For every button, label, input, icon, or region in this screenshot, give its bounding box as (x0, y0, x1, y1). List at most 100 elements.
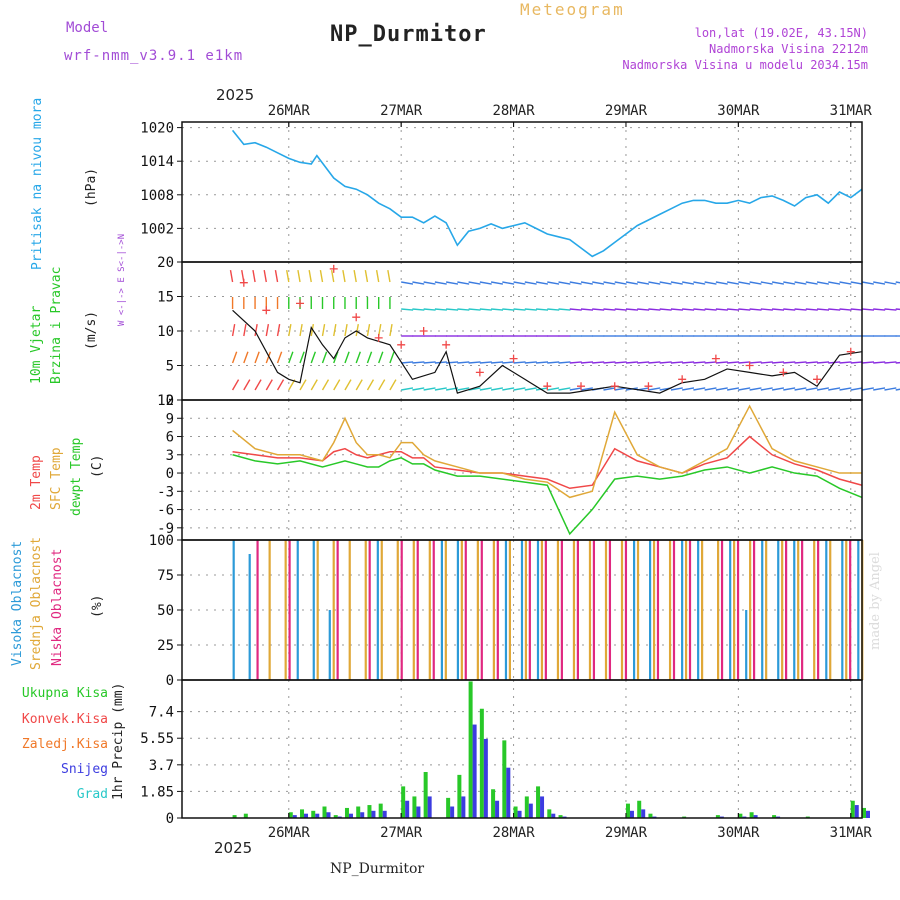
total-rain-bar (502, 740, 507, 818)
wind-arrow (364, 270, 369, 283)
wind-arrow (353, 270, 357, 283)
snow-bar (326, 812, 331, 818)
wind-arrow (263, 270, 267, 283)
snow-bar (382, 810, 387, 818)
low-cloud-bar (608, 540, 612, 680)
mid-cloud-bar (284, 540, 287, 680)
wind-arrow (502, 308, 515, 311)
cloud-unit: (%) (90, 594, 105, 618)
wind-arrow (659, 361, 672, 364)
wind-arrow (850, 387, 863, 391)
high-cloud-bar (296, 540, 299, 680)
mid-cloud-bar (845, 540, 848, 680)
temp2m-line (232, 435, 863, 490)
y-tick-label: 0 (166, 393, 174, 409)
wind-gust-marker (610, 382, 619, 391)
mid-cloud-bar (829, 540, 832, 680)
wind-arrow (861, 308, 875, 311)
page-title: NP_Durmitor (330, 22, 487, 47)
mid-cloud-bar (717, 540, 720, 680)
high-cloud-bar (504, 540, 508, 680)
wind-arrow (366, 324, 371, 337)
high-cloud-bar (825, 540, 828, 680)
mid-cloud-bar (492, 540, 495, 680)
high-cloud-bar (232, 540, 235, 680)
wind-arrow (308, 270, 312, 283)
wind-arrow (547, 361, 560, 364)
mid-cloud-bar (572, 540, 576, 680)
wind-arrow (513, 281, 526, 285)
wind-arrow (569, 281, 582, 285)
mid-cloud-label: Srednja Oblacnost (29, 536, 44, 670)
top-date-label: 31MAR (830, 103, 873, 119)
wind-arrow (288, 324, 292, 337)
mid-cloud-bar (444, 540, 447, 680)
meteogram-label: Meteogram (520, 0, 625, 19)
wind-arrow (401, 387, 414, 391)
wind-arrow (344, 379, 352, 391)
wind-arrow (760, 308, 773, 311)
wind-arrow (344, 351, 350, 364)
y-tick-label: 0 (166, 811, 174, 827)
wind-arrow (670, 308, 683, 311)
low-cloud-bar (592, 540, 596, 680)
wind-arrow (231, 351, 238, 364)
wind-arrow (569, 387, 582, 391)
top-date-label: 28MAR (492, 103, 535, 119)
wind-arrow (423, 308, 436, 311)
total-rain-bar (513, 806, 518, 818)
wind-arrow (265, 324, 270, 337)
wind-arrow (828, 281, 841, 285)
wind-arrow (276, 351, 283, 364)
wind-arrow (243, 379, 251, 391)
wind-arrow (682, 361, 695, 364)
high-cloud-bar (729, 540, 732, 680)
wind-arrow (749, 361, 762, 364)
wind-arrow (319, 270, 324, 283)
wind-arrow (693, 387, 706, 391)
mid-cloud-bar (636, 540, 640, 680)
wind-compass: W <-|-> E S<-|->N (117, 233, 127, 326)
wind-arrow (783, 387, 796, 391)
wind-arrow (580, 308, 594, 311)
wind-label-2: Brzina i Pravac (49, 266, 64, 384)
mid-cloud-bar (332, 540, 335, 680)
wind-arrow (580, 281, 593, 285)
wind-arrow (446, 361, 459, 364)
low-cloud-bar (432, 540, 435, 680)
panel-frame (181, 121, 863, 263)
snow-bar (528, 803, 533, 818)
mid-cloud-bar (364, 540, 367, 680)
snow-bar (360, 812, 365, 818)
mid-cloud-bar (668, 540, 672, 680)
total-rain-bar (344, 807, 349, 818)
y-tick-label: 5 (166, 359, 174, 375)
wind-arrow (366, 379, 375, 391)
wind-arrow (479, 361, 492, 364)
wind-arrow (749, 281, 762, 285)
wind-gust-marker (711, 354, 720, 363)
wind-arrow (850, 361, 863, 364)
total-rain-bar (232, 815, 237, 818)
wind-gust-marker (475, 368, 484, 377)
total-rain-bar (243, 813, 248, 818)
wind-arrow (412, 387, 425, 391)
wind-arrow (401, 281, 414, 285)
wind-arrow (569, 308, 582, 311)
mid-cloud-bar (556, 540, 560, 680)
wind-arrow (310, 351, 317, 364)
low-cloud-bar (288, 540, 291, 680)
low-cloud-bar (720, 540, 724, 680)
total-rain-bar (491, 789, 496, 818)
wind-arrow (895, 308, 900, 311)
wind-arrow (783, 308, 796, 311)
wind-arrow (389, 351, 395, 364)
high-cloud-bar (857, 540, 860, 680)
wind-gust-marker (239, 278, 248, 287)
wind-arrow (276, 324, 281, 337)
wind-arrow (288, 351, 294, 364)
wind-arrow (614, 361, 627, 364)
wind-arrow (816, 281, 829, 285)
wind-arrow (749, 308, 762, 311)
wind-arrow (502, 281, 515, 285)
